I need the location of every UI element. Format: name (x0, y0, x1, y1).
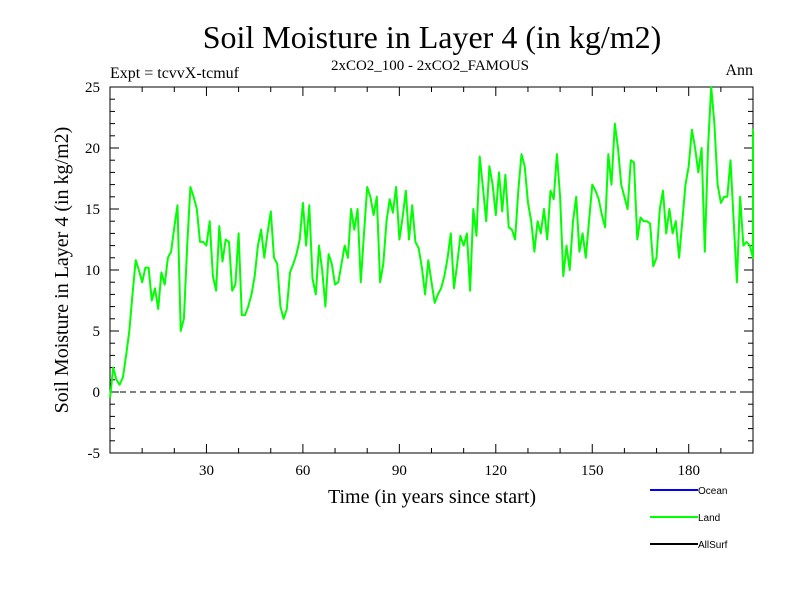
y-tick-label: 25 (85, 80, 100, 96)
y-tick-label: 15 (85, 202, 100, 218)
x-tick-label: 60 (295, 463, 310, 479)
chart-subtitle: 2xCO2_100 - 2xCO2_FAMOUS (331, 58, 529, 74)
y-tick-label: 10 (85, 263, 100, 279)
x-tick-label: 180 (677, 463, 700, 479)
y-tick-labels: -5 0 5 10 15 20 25 (85, 80, 100, 462)
x-tick-labels: 30 60 90 120 150 180 (199, 463, 700, 479)
plot-frame (109, 86, 754, 454)
legend: Ocean Land AllSurf (650, 486, 728, 551)
series-line-land (109, 86, 754, 399)
y-axis-label: Soil Moisture in Layer 4 (in kg/m2) (51, 127, 73, 414)
period-label: Ann (725, 62, 753, 79)
chart-title: Soil Moisture in Layer 4 (in kg/m2) (203, 19, 662, 55)
legend-label-ocean: Ocean (698, 486, 727, 497)
y-tick-label: 0 (93, 385, 101, 401)
x-tick-label: 90 (392, 463, 407, 479)
legend-label-allsurf: AllSurf (698, 540, 728, 551)
y-tick-label: 5 (93, 324, 101, 340)
x-tick-label: 30 (199, 463, 214, 479)
x-tick-label: 120 (485, 463, 508, 479)
y-tick-label: -5 (88, 446, 101, 462)
legend-label-land: Land (698, 513, 720, 524)
y-tick-label: 20 (85, 141, 100, 157)
series-layer (109, 86, 754, 399)
expt-label: Expt = tcvvX-tcmuf (110, 65, 240, 82)
axis-ticks (110, 86, 753, 454)
x-axis-label: Time (in years since start) (328, 486, 536, 508)
x-tick-label: 150 (581, 463, 604, 479)
